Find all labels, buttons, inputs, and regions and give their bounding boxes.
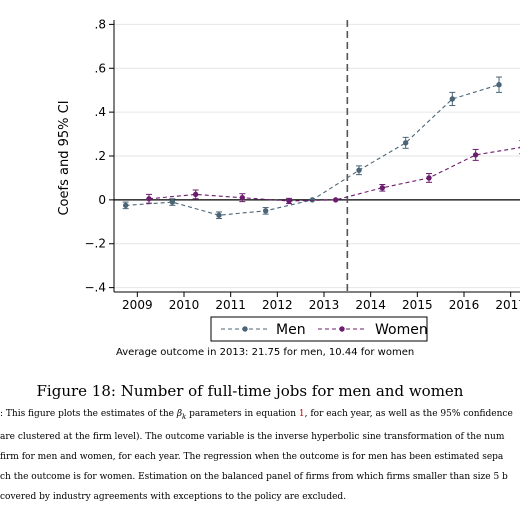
series-layer bbox=[122, 76, 520, 220]
x-tick-label: 2016 bbox=[449, 298, 480, 312]
x-tick-label: 2009 bbox=[122, 298, 153, 312]
legend-swatch-marker bbox=[339, 326, 345, 332]
y-tick-label: .2 bbox=[95, 149, 106, 163]
data-point bbox=[262, 208, 269, 214]
y-tick-label: −.4 bbox=[84, 281, 106, 295]
data-point bbox=[122, 202, 129, 209]
data-point bbox=[379, 185, 386, 191]
data-point bbox=[216, 212, 222, 218]
x-tick-label: 2011 bbox=[215, 298, 246, 312]
axes: −.4 −.2 0 .2 .4 .6 .8 2009 2010 2011 2012 2013 2014 2… bbox=[84, 17, 520, 312]
series-line bbox=[125, 84, 500, 216]
x-tick-label: 2014 bbox=[355, 298, 386, 312]
x-tick-label: 2013 bbox=[309, 298, 340, 312]
data-point bbox=[192, 191, 199, 198]
data-point bbox=[402, 140, 409, 146]
coefficient-chart: −.4 −.2 0 .2 .4 .6 .8 2009 2010 2011 2012 2013 2014 2… bbox=[57, 17, 520, 358]
legend: Men Women bbox=[210, 316, 428, 342]
x-tick-label: 2015 bbox=[402, 298, 433, 312]
data-point bbox=[332, 197, 339, 203]
y-tick-label: .6 bbox=[95, 61, 106, 75]
x-tick-label: 2017 bbox=[495, 298, 520, 312]
data-point bbox=[309, 197, 316, 203]
series-line bbox=[148, 147, 520, 202]
y-axis-label: Coefs and 95% CI bbox=[57, 100, 72, 215]
note-line: firm for men and women, for each year. T… bbox=[0, 451, 504, 462]
y-tick-label: −.2 bbox=[84, 237, 106, 251]
legend-swatch-marker bbox=[242, 326, 248, 332]
y-tick-label: .8 bbox=[95, 17, 106, 31]
y-tick-label: .4 bbox=[95, 105, 106, 119]
legend-label: Men bbox=[276, 322, 306, 338]
x-tick-label: 2012 bbox=[262, 298, 293, 312]
figure-caption: Figure 18: Number of full-time jobs for … bbox=[36, 382, 464, 400]
grid-lines bbox=[114, 23, 520, 289]
note-line: are clustered at the firm level). The ou… bbox=[0, 431, 505, 442]
note-line: : This figure plots the estimates of the… bbox=[0, 409, 513, 421]
data-point bbox=[286, 198, 292, 204]
note-line: covered by industry agreements with exce… bbox=[0, 491, 347, 502]
figure-notes: : This figure plots the estimates of the… bbox=[0, 404, 520, 507]
data-point bbox=[449, 96, 456, 102]
note-line: ch the outcome is for women. Estimation … bbox=[0, 471, 508, 482]
data-point bbox=[146, 196, 152, 202]
data-point bbox=[426, 175, 432, 181]
data-point bbox=[169, 199, 176, 205]
chart-note: Average outcome in 2013: 21.75 for men, … bbox=[116, 347, 414, 358]
data-point bbox=[239, 194, 246, 201]
data-point bbox=[356, 167, 362, 173]
data-point bbox=[472, 152, 479, 158]
legend-label: Women bbox=[375, 322, 428, 338]
x-tick-label: 2010 bbox=[169, 298, 200, 312]
y-tick-label: 0 bbox=[98, 193, 106, 207]
data-point bbox=[496, 82, 502, 88]
